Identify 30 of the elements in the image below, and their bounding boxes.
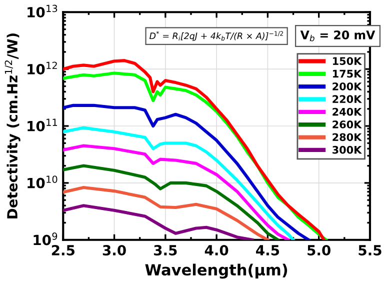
x-tick-label: 4.0 [204, 244, 228, 256]
legend-label: 260K [332, 120, 362, 128]
x-tick-label: 5.0 [308, 244, 330, 256]
x-tick-label: 3.0 [102, 244, 126, 256]
legend-label: 200K [332, 82, 362, 90]
x-tick-label: 2.5 [52, 244, 74, 256]
legend-label: 175K [333, 70, 362, 78]
line-series [63, 164, 280, 240]
x-tick-label: 4.5 [256, 245, 280, 256]
x-axis-title: Wavelength(μm) [145, 264, 288, 279]
annotation: V$_{b}$ = 20 mV [300, 30, 376, 42]
y-tick-label: 10$^{9}$ [34, 232, 58, 246]
legend-label: 150K [333, 57, 362, 65]
annotation: D$^{*}$ = R$_{i}$[2qJ + 4k$_{b}$T/(R × A)]$^{−1/2}$ [150, 31, 283, 41]
y-axis-title: Detectivity (cm.Hz$^{1/2}$/W) [4, 34, 20, 218]
line-series [63, 104, 310, 240]
legend-label: 240K [332, 108, 362, 116]
line-series [63, 186, 270, 240]
line-series [63, 144, 290, 240]
legend-label: 220K [332, 95, 362, 104]
x-tick-label: 3.5 [154, 244, 177, 256]
x-tick-label: 5.5 [358, 245, 382, 256]
y-tick-label: 10$^{12}$ [28, 62, 57, 74]
legend-label: 280K [332, 133, 362, 142]
y-tick-label: 10$^{13}$ [28, 4, 58, 18]
line-series [63, 204, 254, 240]
line-series [63, 126, 295, 240]
y-tick-label: 10$^{11}$ [28, 118, 57, 132]
y-tick-label: 10$^{10}$ [28, 176, 58, 188]
legend-label: 300K [332, 146, 362, 154]
